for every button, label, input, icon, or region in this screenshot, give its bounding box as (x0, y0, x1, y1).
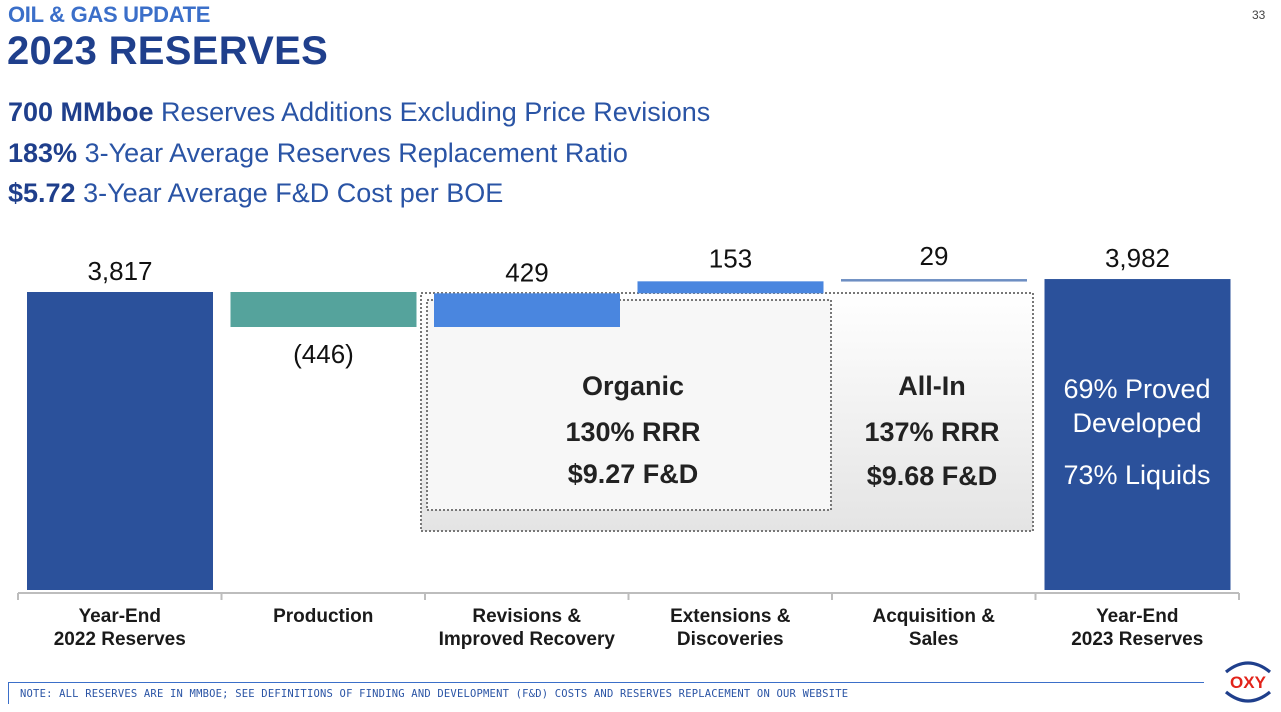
data-label-1: (446) (293, 339, 354, 369)
category-label-2-1: Improved Recovery (439, 629, 616, 650)
category-label-4-1: Sales (909, 629, 959, 650)
category-label-3-0: Extensions & (670, 606, 791, 627)
organic-title: Organic (582, 371, 684, 401)
ye2023-developed: Developed (1072, 408, 1201, 438)
bar-4 (841, 279, 1027, 282)
category-label-3-1: Discoveries (677, 629, 784, 650)
category-label-5-1: 2023 Reserves (1071, 629, 1203, 650)
category-label-1-0: Production (273, 606, 373, 627)
page-title: 2023 RESERVES (7, 29, 329, 73)
bar-5 (1044, 279, 1231, 590)
organic-fd: $9.27 F&D (568, 459, 699, 489)
data-label-0: 3,817 (87, 256, 152, 286)
category-label-2-0: Revisions & (472, 606, 581, 627)
ye2023-proved: 69% Proved (1063, 374, 1210, 404)
footnote-frame (8, 682, 1204, 704)
data-label-5: 3,982 (1105, 243, 1170, 273)
highlight-reserves-additions: 700 MMboe Reserves Additions Excluding P… (8, 97, 711, 127)
svg-text:OXY: OXY (1230, 673, 1267, 692)
category-label-5-0: Year-End (1096, 606, 1178, 627)
bar-0 (27, 292, 213, 590)
category-label-0-1: 2022 Reserves (54, 629, 186, 650)
footnote: NOTE: ALL RESERVES ARE IN MMBOE; SEE DEF… (20, 688, 849, 700)
bar-1 (230, 292, 417, 327)
organic-rrr: 130% RRR (565, 417, 700, 447)
category-label-4-0: Acquisition & (873, 606, 996, 627)
ye2023-liquids: 73% Liquids (1063, 460, 1210, 490)
highlight-fd-cost: $5.72 3-Year Average F&D Cost per BOE (8, 178, 504, 208)
organic-panel (426, 299, 832, 511)
section-label: OIL & GAS UPDATE (8, 2, 211, 27)
all-in-title: All-In (898, 371, 966, 401)
page-number: 33 (1252, 8, 1266, 22)
data-label-3: 153 (709, 243, 752, 273)
highlight-replacement-ratio: 183% 3-Year Average Reserves Replacement… (8, 138, 628, 168)
oxy-logo: OXY (1224, 661, 1272, 703)
data-label-4: 29 (920, 241, 949, 271)
all-in-rrr: 137% RRR (864, 417, 999, 447)
bar-3 (637, 281, 824, 294)
data-label-2: 429 (505, 257, 548, 287)
category-label-0-0: Year-End (79, 606, 161, 627)
bar-2 (434, 293, 620, 327)
all-in-fd: $9.68 F&D (867, 461, 998, 491)
